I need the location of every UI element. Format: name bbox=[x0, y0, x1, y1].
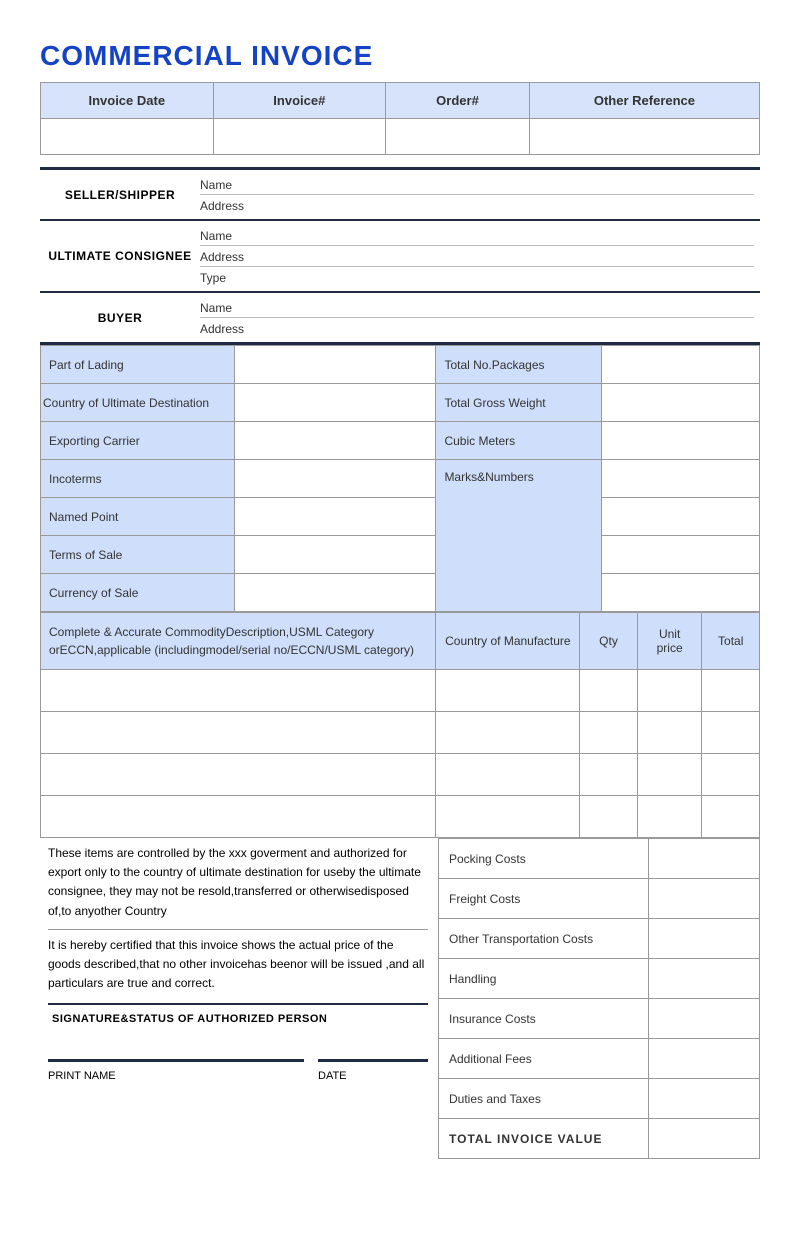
seller-address-label: Address bbox=[200, 199, 260, 213]
costs-table: Pocking Costs Freight Costs Other Transp… bbox=[438, 838, 760, 1159]
additional-fees-label: Additional Fees bbox=[439, 1039, 649, 1079]
col-unit-price: Unit price bbox=[637, 613, 702, 670]
marks-numbers-value-1[interactable] bbox=[601, 460, 759, 498]
col-qty: Qty bbox=[580, 613, 638, 670]
invoice-header-table: Invoice Date Invoice# Order# Other Refer… bbox=[40, 82, 760, 155]
document-title: COMMERCIAL INVOICE bbox=[40, 40, 760, 72]
footer-left: These items are controlled by the xxx go… bbox=[40, 838, 438, 1159]
duties-taxes-label: Duties and Taxes bbox=[439, 1079, 649, 1119]
insurance-costs-value[interactable] bbox=[649, 999, 760, 1039]
line-item-row bbox=[41, 670, 760, 712]
print-name-field[interactable]: PRINT NAME bbox=[48, 1059, 304, 1086]
ultimate-destination-value[interactable] bbox=[235, 384, 436, 422]
col-description: Complete & Accurate CommodityDescription… bbox=[41, 613, 436, 670]
duties-taxes-value[interactable] bbox=[649, 1079, 760, 1119]
ultimate-consignee-row: ULTIMATE CONSIGNEE Name Address Type bbox=[40, 221, 760, 293]
other-transport-costs-label: Other Transportation Costs bbox=[439, 919, 649, 959]
header-invoice-number-label: Invoice# bbox=[213, 83, 386, 119]
ultimate-consignee-label: ULTIMATE CONSIGNEE bbox=[40, 221, 200, 291]
packing-costs-label: Pocking Costs bbox=[439, 839, 649, 879]
buyer-name-label: Name bbox=[200, 301, 260, 315]
buyer-row: BUYER Name Address bbox=[40, 293, 760, 345]
exporting-carrier-value[interactable] bbox=[235, 422, 436, 460]
total-packages-label: Total No.Packages bbox=[436, 346, 601, 384]
export-control-note: These items are controlled by the xxx go… bbox=[48, 844, 428, 929]
line-item-row bbox=[41, 796, 760, 838]
buyer-label: BUYER bbox=[40, 293, 200, 342]
shipment-info-table: Part of Lading Total No.Packages Country… bbox=[40, 345, 760, 612]
terms-of-sale-label: Terms of Sale bbox=[41, 536, 235, 574]
part-of-lading-label: Part of Lading bbox=[41, 346, 235, 384]
gross-weight-label: Total Gross Weight bbox=[436, 384, 601, 422]
terms-of-sale-value[interactable] bbox=[235, 536, 436, 574]
seller-shipper-row: SELLER/SHIPPER Name Address bbox=[40, 170, 760, 221]
buyer-address-label: Address bbox=[200, 322, 260, 336]
marks-numbers-value-3[interactable] bbox=[601, 536, 759, 574]
part-of-lading-value[interactable] bbox=[235, 346, 436, 384]
header-order-number-value[interactable] bbox=[386, 119, 530, 155]
header-invoice-date-value[interactable] bbox=[41, 119, 214, 155]
total-invoice-value[interactable] bbox=[649, 1119, 760, 1159]
insurance-costs-label: Insurance Costs bbox=[439, 999, 649, 1039]
ultimate-destination-label: Country of Ultimate Destination bbox=[41, 384, 235, 422]
consignee-address-label: Address bbox=[200, 250, 260, 264]
seller-name-label: Name bbox=[200, 178, 260, 192]
total-packages-value[interactable] bbox=[601, 346, 759, 384]
currency-of-sale-value[interactable] bbox=[235, 574, 436, 612]
freight-costs-label: Freight Costs bbox=[439, 879, 649, 919]
seller-shipper-label: SELLER/SHIPPER bbox=[40, 170, 200, 219]
consignee-type-label: Type bbox=[200, 271, 260, 285]
header-invoice-number-value[interactable] bbox=[213, 119, 386, 155]
marks-numbers-label: Marks&Numbers bbox=[436, 460, 601, 612]
certification-note: It is hereby certified that this invoice… bbox=[48, 929, 428, 1002]
cubic-meters-label: Cubic Meters bbox=[436, 422, 601, 460]
gross-weight-value[interactable] bbox=[601, 384, 759, 422]
header-other-reference-label: Other Reference bbox=[529, 83, 759, 119]
cubic-meters-value[interactable] bbox=[601, 422, 759, 460]
header-other-reference-value[interactable] bbox=[529, 119, 759, 155]
line-items-table: Complete & Accurate CommodityDescription… bbox=[40, 612, 760, 838]
marks-numbers-value-4[interactable] bbox=[601, 574, 759, 612]
packing-costs-value[interactable] bbox=[649, 839, 760, 879]
date-field[interactable]: DATE bbox=[318, 1059, 428, 1086]
handling-label: Handling bbox=[439, 959, 649, 999]
handling-value[interactable] bbox=[649, 959, 760, 999]
total-invoice-value-label: TOTAL INVOICE VALUE bbox=[439, 1119, 649, 1159]
freight-costs-value[interactable] bbox=[649, 879, 760, 919]
named-point-value[interactable] bbox=[235, 498, 436, 536]
other-transport-costs-value[interactable] bbox=[649, 919, 760, 959]
currency-of-sale-label: Currency of Sale bbox=[41, 574, 235, 612]
line-item-row bbox=[41, 712, 760, 754]
incoterms-label: Incoterms bbox=[41, 460, 235, 498]
col-country-manufacture: Country of Manufacture bbox=[436, 613, 580, 670]
signature-title: SIGNATURE&STATUS OF AUTHORIZED PERSON bbox=[48, 1005, 428, 1059]
marks-numbers-value-2[interactable] bbox=[601, 498, 759, 536]
incoterms-value[interactable] bbox=[235, 460, 436, 498]
additional-fees-value[interactable] bbox=[649, 1039, 760, 1079]
col-total: Total bbox=[702, 613, 760, 670]
header-invoice-date-label: Invoice Date bbox=[41, 83, 214, 119]
line-item-row bbox=[41, 754, 760, 796]
exporting-carrier-label: Exporting Carrier bbox=[41, 422, 235, 460]
named-point-label: Named Point bbox=[41, 498, 235, 536]
header-order-number-label: Order# bbox=[386, 83, 530, 119]
consignee-name-label: Name bbox=[200, 229, 260, 243]
